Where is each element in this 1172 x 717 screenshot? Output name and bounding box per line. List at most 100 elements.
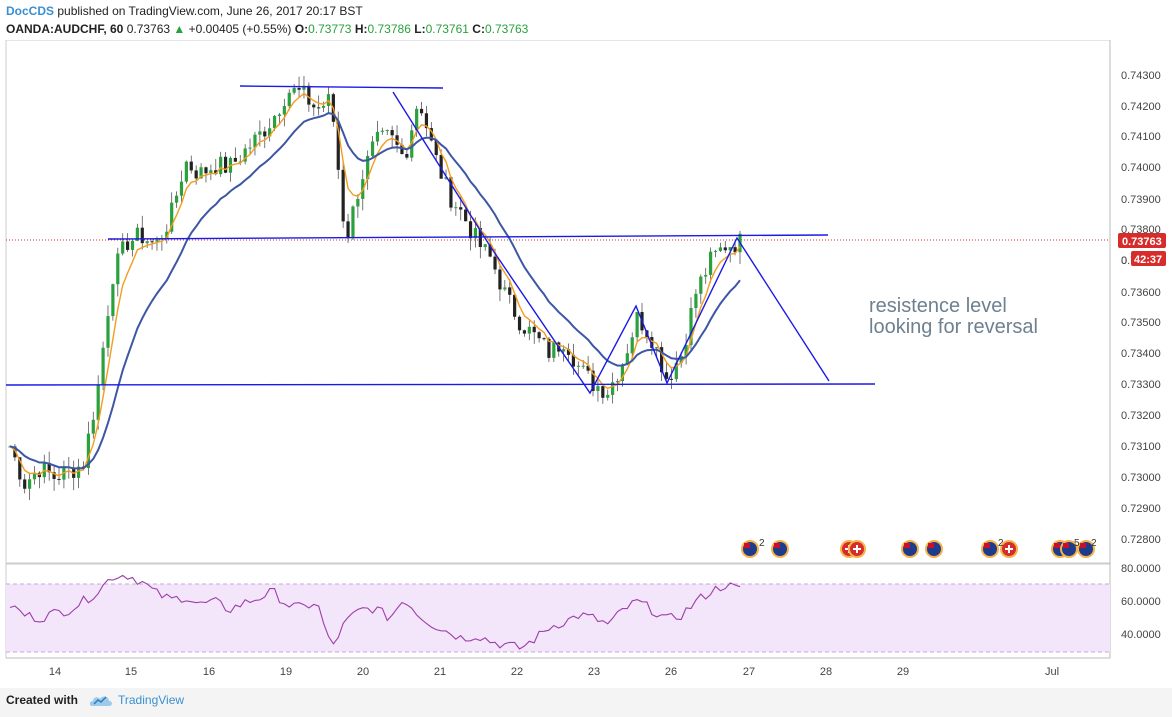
candle-body xyxy=(542,338,546,340)
event-count-badge: 2 xyxy=(998,538,1004,549)
candle xyxy=(400,138,404,155)
fast-moving-average-line[interactable] xyxy=(9,92,741,477)
candle xyxy=(116,247,120,297)
price-axis[interactable]: 0.74300 0.74200 0.74100 0.74000 0.73900 … xyxy=(1121,70,1161,546)
up-arrow-icon: ▲ xyxy=(173,22,186,36)
candle-body xyxy=(297,87,301,90)
time-tick: 16 xyxy=(203,666,215,678)
annotation[interactable]: resistence level looking for reversal xyxy=(869,295,1038,338)
candle-body xyxy=(439,155,443,179)
footer: Created with TradingView xyxy=(0,688,1172,717)
chart-area[interactable]: 0.74300 0.74200 0.74100 0.74000 0.73900 … xyxy=(0,40,1172,688)
candle xyxy=(537,331,541,343)
au-flag-icon[interactable] xyxy=(901,540,919,558)
annotation-line-2: looking for reversal xyxy=(869,316,1038,338)
top-trendline[interactable] xyxy=(239,85,444,89)
candle xyxy=(121,233,125,256)
time-tick: 28 xyxy=(820,666,832,678)
symbol-label[interactable]: OANDA:AUDCHF, 60 xyxy=(6,22,124,36)
candle-body xyxy=(375,131,380,142)
candle-body xyxy=(312,104,316,108)
candle-body xyxy=(135,227,139,241)
candle-body xyxy=(709,251,713,275)
candle-body xyxy=(434,140,438,156)
au-flag-icon[interactable] xyxy=(925,540,943,558)
candle xyxy=(179,170,184,203)
price-tick-partial: 0 xyxy=(1121,255,1127,267)
candle-body xyxy=(468,221,473,239)
candle-body xyxy=(356,198,360,207)
candle xyxy=(630,332,634,357)
candle xyxy=(174,191,179,208)
price-tick: 0.73100 xyxy=(1121,441,1161,453)
candle xyxy=(356,194,360,218)
rsi-line[interactable] xyxy=(9,574,741,650)
candle-body xyxy=(586,365,590,371)
candle xyxy=(620,363,625,387)
event-count-badge: 2 xyxy=(759,538,765,549)
candle-body xyxy=(694,293,698,308)
candle-body xyxy=(165,231,169,239)
candle xyxy=(27,472,32,500)
candle xyxy=(165,224,169,244)
candle xyxy=(704,267,708,284)
candle xyxy=(522,329,527,337)
candle xyxy=(576,361,580,376)
price-tags: 0.73763 42:37 0 xyxy=(1118,233,1166,267)
candle xyxy=(189,155,193,174)
candle xyxy=(385,129,389,136)
high-value: 0.73786 xyxy=(367,22,411,36)
open-label: O: xyxy=(294,22,309,36)
candle-body xyxy=(615,381,620,383)
candle xyxy=(23,474,27,494)
time-axis[interactable]: 14 15 16 19 20 21 22 23 26 27 28 29 Jul xyxy=(49,666,1059,678)
author-link[interactable]: DocCDS xyxy=(6,4,55,18)
au-flag-icon[interactable] xyxy=(1077,540,1095,558)
rsi-axis[interactable]: 80.0000 60.0000 40.0000 xyxy=(1121,563,1161,641)
price-path-drawing[interactable] xyxy=(392,91,830,395)
slow-moving-average-line[interactable] xyxy=(9,112,741,470)
rsi-tick: 60.0000 xyxy=(1121,596,1161,608)
support-trendline[interactable] xyxy=(5,383,876,386)
candle xyxy=(527,320,531,341)
candle xyxy=(91,411,95,439)
candle xyxy=(713,249,718,258)
ch-flag-icon[interactable] xyxy=(1000,540,1018,558)
candle-body xyxy=(483,244,487,247)
candle-body xyxy=(380,130,384,132)
tradingview-link[interactable]: TradingView xyxy=(118,693,185,707)
au-flag-icon[interactable] xyxy=(771,540,789,558)
candle-body xyxy=(733,247,737,253)
time-tick: 20 xyxy=(357,666,369,678)
candle-body xyxy=(591,370,595,391)
candle xyxy=(111,283,115,321)
candle-body xyxy=(385,130,389,132)
price-tick: 0.72900 xyxy=(1121,503,1161,515)
candle xyxy=(101,341,105,391)
candle-body xyxy=(537,332,541,339)
au-flag-icon[interactable] xyxy=(741,540,759,558)
time-tick: 27 xyxy=(743,666,755,678)
candle-body xyxy=(23,479,27,489)
price-tick: 0.72800 xyxy=(1121,534,1161,546)
drawings-layer[interactable] xyxy=(5,85,876,395)
price-pane[interactable] xyxy=(5,40,1111,564)
ch-flag-icon[interactable] xyxy=(848,540,866,558)
candle-body xyxy=(199,167,203,179)
candle-body xyxy=(498,269,502,290)
candle-body xyxy=(351,206,355,239)
candle-body xyxy=(718,247,723,251)
au-flag-icon[interactable] xyxy=(1060,540,1078,558)
candle-body xyxy=(571,354,576,367)
resistance-trendline[interactable] xyxy=(107,234,829,240)
candle xyxy=(454,201,458,216)
candle-body xyxy=(140,227,144,244)
candle-body xyxy=(179,181,184,196)
candle-body xyxy=(341,169,345,222)
candle-body xyxy=(214,170,218,175)
au-flag-icon[interactable] xyxy=(981,540,999,558)
annotation-line-1: resistence level xyxy=(869,295,1007,317)
tradingview-cloud-logo-icon[interactable] xyxy=(88,691,114,711)
candle-body xyxy=(390,130,394,136)
